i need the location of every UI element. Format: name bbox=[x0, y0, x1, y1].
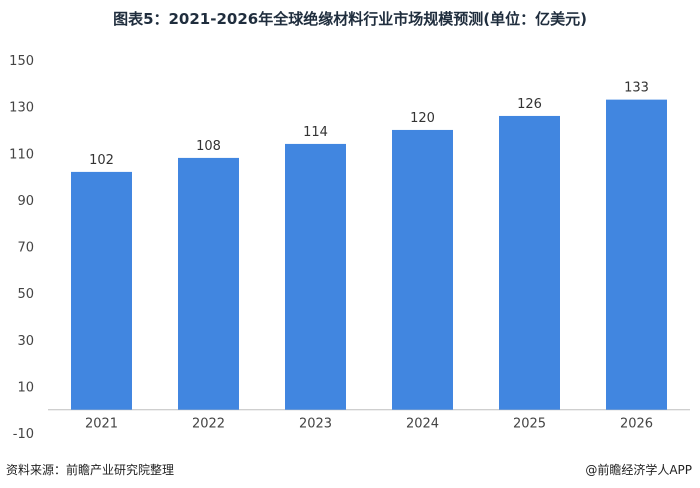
bar-value-label: 133 bbox=[624, 81, 649, 96]
y-tick-label: 150 bbox=[9, 54, 34, 69]
bar bbox=[392, 129, 453, 410]
y-tick-label: 90 bbox=[17, 194, 34, 209]
bar bbox=[71, 171, 132, 410]
x-axis-ticks: 2021 2022 2023 2024 2025 2026 bbox=[85, 417, 653, 432]
brand-credit: @前瞻经济学人APP bbox=[585, 463, 692, 477]
y-tick-label: 110 bbox=[9, 147, 34, 162]
source-note: 资料来源：前瞻产业研究院整理 bbox=[6, 463, 175, 477]
y-tick-label: 130 bbox=[9, 101, 34, 116]
bars-group: 102 108 114 120 126 133 bbox=[71, 81, 667, 410]
bar bbox=[285, 143, 346, 410]
x-tick-label: 2026 bbox=[620, 417, 653, 432]
bar-value-label: 108 bbox=[196, 139, 221, 154]
y-tick-label: -10 bbox=[13, 427, 34, 442]
x-tick-label: 2021 bbox=[85, 417, 118, 432]
bar-value-label: 126 bbox=[517, 97, 542, 112]
bar-value-label: 114 bbox=[303, 125, 328, 140]
bar bbox=[499, 115, 560, 410]
y-tick-label: 30 bbox=[17, 334, 34, 349]
bar bbox=[178, 157, 239, 410]
x-tick-label: 2023 bbox=[299, 417, 332, 432]
y-tick-label: 70 bbox=[17, 241, 34, 256]
y-axis-ticks: -10 10 30 50 70 90 110 130 150 bbox=[9, 54, 34, 442]
x-tick-label: 2024 bbox=[406, 417, 439, 432]
bar bbox=[606, 99, 667, 410]
chart-title: 图表5：2021-2026年全球绝缘材料行业市场规模预测(单位：亿美元) bbox=[113, 10, 587, 28]
x-tick-label: 2022 bbox=[192, 417, 225, 432]
x-tick-label: 2025 bbox=[513, 417, 546, 432]
y-tick-label: 10 bbox=[17, 380, 34, 395]
y-tick-label: 50 bbox=[17, 287, 34, 302]
bar-value-label: 102 bbox=[89, 153, 114, 168]
bar-value-label: 120 bbox=[410, 111, 435, 126]
